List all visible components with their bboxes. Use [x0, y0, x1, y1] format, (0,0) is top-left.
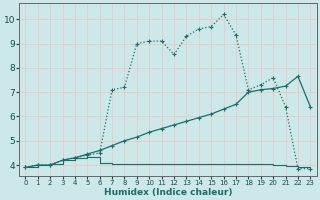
X-axis label: Humidex (Indice chaleur): Humidex (Indice chaleur)	[104, 188, 232, 197]
